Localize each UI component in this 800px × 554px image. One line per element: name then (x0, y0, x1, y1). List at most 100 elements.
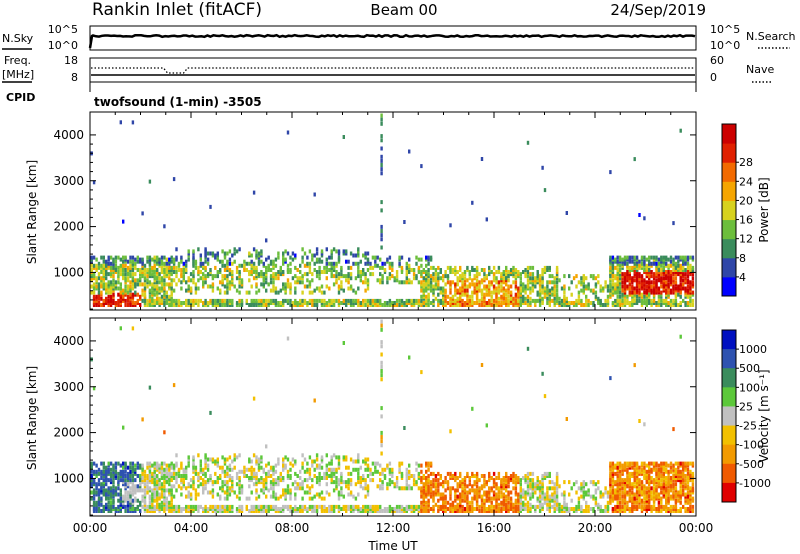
heatmap-cell (439, 276, 442, 281)
heatmap-cell (437, 484, 440, 489)
heatmap-cell (582, 484, 585, 489)
heatmap-cell (626, 284, 629, 289)
heatmap-cell (366, 257, 370, 262)
heatmap-cell (204, 455, 207, 460)
heatmap-cell (672, 298, 675, 303)
heatmap-cell (238, 263, 241, 268)
heatmap-cell (427, 261, 430, 266)
heatmap-cell (362, 268, 365, 272)
heatmap-cell (553, 482, 556, 487)
heatmap-cell (388, 504, 392, 509)
heatmap-cell (570, 507, 573, 511)
heatmap-cell (621, 280, 624, 285)
heatmap-cell (112, 261, 115, 266)
heatmap-cell (463, 272, 467, 277)
heatmap-cell (648, 280, 651, 285)
heatmap-cell (405, 265, 408, 270)
heatmap-cell (148, 298, 152, 303)
heatmap-cell (282, 467, 285, 472)
heatmap-cell (442, 298, 445, 303)
heatmap-cell (318, 465, 321, 470)
heatmap-cell (192, 280, 195, 285)
heatmap-cell (345, 303, 348, 307)
heatmap-cell (114, 255, 118, 260)
heatmap-cell (429, 461, 433, 466)
heatmap-cell (168, 474, 171, 478)
heatmap-cell (611, 268, 615, 272)
heatmap-cell (638, 294, 641, 299)
heatmap-cell (235, 507, 239, 511)
heatmap-cell (143, 478, 147, 483)
heatmap-cell (616, 494, 619, 499)
heatmap-cell (471, 507, 474, 511)
heatmap-cell (119, 292, 122, 297)
heatmap-cell (90, 469, 93, 474)
heatmap-cell (446, 276, 450, 281)
heatmap-cell (311, 303, 314, 307)
heatmap-cell (505, 507, 508, 511)
heatmap-cell (507, 490, 510, 495)
heatmap-cell (109, 478, 113, 483)
heatmap-cell (422, 284, 425, 289)
heatmap-cell (633, 157, 636, 162)
heatmap-cell (265, 476, 268, 480)
heatmap-cell (301, 298, 304, 303)
heatmap-cell (95, 463, 98, 468)
heatmap-cell (158, 467, 161, 472)
heatmap-cell (238, 490, 241, 495)
heatmap-cell (265, 494, 268, 499)
heatmap-cell (325, 261, 328, 266)
heatmap-cell (543, 500, 547, 505)
heatmap-cell (526, 282, 530, 287)
heatmap-cell (463, 484, 467, 489)
heatmap-cell (318, 482, 321, 487)
heatmap-cell (332, 282, 336, 287)
heatmap-cell (216, 480, 219, 485)
heatmap-cell (456, 507, 459, 511)
heatmap-cell (158, 298, 161, 303)
heatmap-cell (393, 278, 396, 283)
heatmap-cell (129, 461, 132, 466)
heatmap-cell (507, 507, 510, 511)
heatmap-cell (645, 288, 648, 293)
heatmap-cell (129, 280, 132, 285)
heatmap-cell (468, 276, 471, 281)
heatmap-cell (141, 211, 144, 216)
heatmap-cell (95, 490, 98, 495)
heatmap-cell (648, 301, 651, 305)
heatmap-cell (679, 265, 682, 270)
heatmap-cell (335, 504, 338, 509)
heatmap-cell (582, 494, 585, 499)
heatmap-cell (439, 290, 442, 295)
heatmap-cell (180, 301, 183, 305)
heatmap-cell (202, 488, 205, 493)
heatmap-cell (122, 268, 125, 272)
heatmap-cell (463, 478, 467, 483)
heatmap-cell (194, 265, 198, 270)
heatmap-cell (565, 301, 568, 305)
heatmap-cell (291, 457, 295, 462)
heatmap-cell (473, 301, 476, 305)
heatmap-cell (252, 467, 256, 472)
heatmap-cell (381, 509, 384, 513)
heatmap-cell (151, 478, 154, 483)
heatmap-cell (209, 301, 212, 305)
heatmap-cell (151, 301, 154, 305)
heatmap-cell (616, 488, 619, 493)
heatmap-cell (187, 278, 190, 283)
heatmap-cell (514, 474, 518, 478)
heatmap-cell (170, 292, 173, 297)
heatmap-cell (337, 457, 341, 462)
heatmap-cell (325, 463, 328, 468)
heatmap-cell (211, 274, 215, 279)
heatmap-cell (240, 284, 244, 289)
heatmap-cell (454, 284, 457, 289)
heatmap-cell (286, 284, 290, 289)
heatmap-cell (611, 259, 615, 264)
noise-right-tick-top: 10^5 (710, 23, 740, 36)
heatmap-cell (437, 482, 440, 487)
heatmap-cell (274, 263, 278, 268)
heatmap-cell (199, 467, 202, 472)
heatmap-cell (97, 490, 101, 495)
heatmap-cell (289, 284, 292, 289)
